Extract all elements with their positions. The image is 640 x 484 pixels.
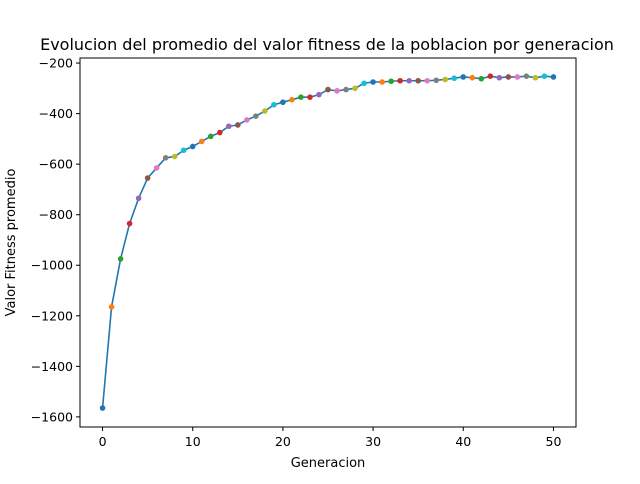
data-point	[379, 79, 385, 85]
data-point	[514, 74, 521, 80]
data-point	[99, 405, 106, 411]
data-point	[532, 74, 539, 81]
y-tick-label: −400	[39, 106, 73, 121]
x-axis: 0 10 20 30 40 50	[99, 427, 562, 449]
data-point	[253, 113, 259, 119]
data-point	[135, 195, 142, 202]
data-point	[352, 85, 358, 92]
y-tick-label: −1600	[31, 409, 73, 424]
x-tick-label: 20	[275, 434, 291, 449]
data-point	[424, 77, 431, 84]
y-axis-label: Valor Fitness promedio	[4, 169, 19, 317]
data-point	[162, 155, 169, 161]
data-point	[289, 96, 295, 103]
data-point	[198, 138, 205, 145]
plot-frame	[79, 57, 577, 428]
data-point	[523, 73, 530, 79]
y-axis: −1600 −1400 −1200 −1000 −800 −600 −400 −200	[31, 56, 80, 424]
data-point	[397, 77, 403, 84]
data-point	[207, 133, 214, 140]
y-tick-label: −200	[39, 56, 73, 71]
data-point	[144, 175, 151, 181]
y-tick-label: −600	[39, 157, 73, 172]
data-point	[117, 256, 124, 262]
data-point	[388, 78, 394, 85]
y-tick-label: −1000	[31, 258, 73, 273]
x-axis-label: Generacion	[291, 456, 366, 471]
data-point	[325, 86, 331, 93]
data-point	[541, 73, 548, 79]
data-point	[406, 77, 412, 84]
data-point	[343, 86, 349, 93]
data-point	[153, 165, 160, 171]
data-point	[316, 91, 322, 98]
data-point	[235, 122, 241, 128]
data-point	[460, 74, 467, 80]
data-point	[334, 88, 340, 94]
data-point	[361, 80, 367, 87]
data-point	[451, 75, 458, 82]
data-point	[469, 74, 476, 81]
data-point	[487, 73, 494, 79]
data-point	[550, 74, 557, 80]
data-point	[262, 108, 268, 114]
data-point	[370, 79, 376, 85]
data-point	[307, 94, 313, 100]
data-point	[108, 304, 115, 310]
data-point	[496, 74, 503, 81]
data-point	[280, 99, 286, 106]
data-point	[298, 94, 304, 100]
x-tick-label: 0	[99, 434, 107, 449]
data-point	[505, 74, 512, 80]
data-point	[126, 220, 133, 227]
data-point	[171, 153, 178, 160]
y-tick-label: −1200	[31, 308, 73, 323]
data-point	[189, 143, 196, 150]
x-tick-label: 40	[455, 434, 471, 449]
data-point	[244, 117, 250, 123]
y-tick-label: −1400	[31, 359, 73, 374]
data-point	[180, 147, 187, 154]
y-tick-label: −800	[39, 207, 73, 222]
x-tick-label: 10	[185, 434, 201, 449]
x-tick-label: 30	[365, 434, 381, 449]
chart-title: Evolucion del promedio del valor fitness…	[40, 35, 614, 54]
data-point	[478, 75, 485, 82]
data-point	[271, 101, 277, 108]
data-point	[415, 77, 421, 84]
data-point	[216, 129, 223, 136]
x-tick-label: 50	[546, 434, 562, 449]
data-point	[433, 77, 440, 84]
plot-layer	[99, 73, 557, 411]
series-line	[101, 75, 554, 409]
data-point	[442, 76, 449, 83]
data-point	[226, 123, 232, 130]
